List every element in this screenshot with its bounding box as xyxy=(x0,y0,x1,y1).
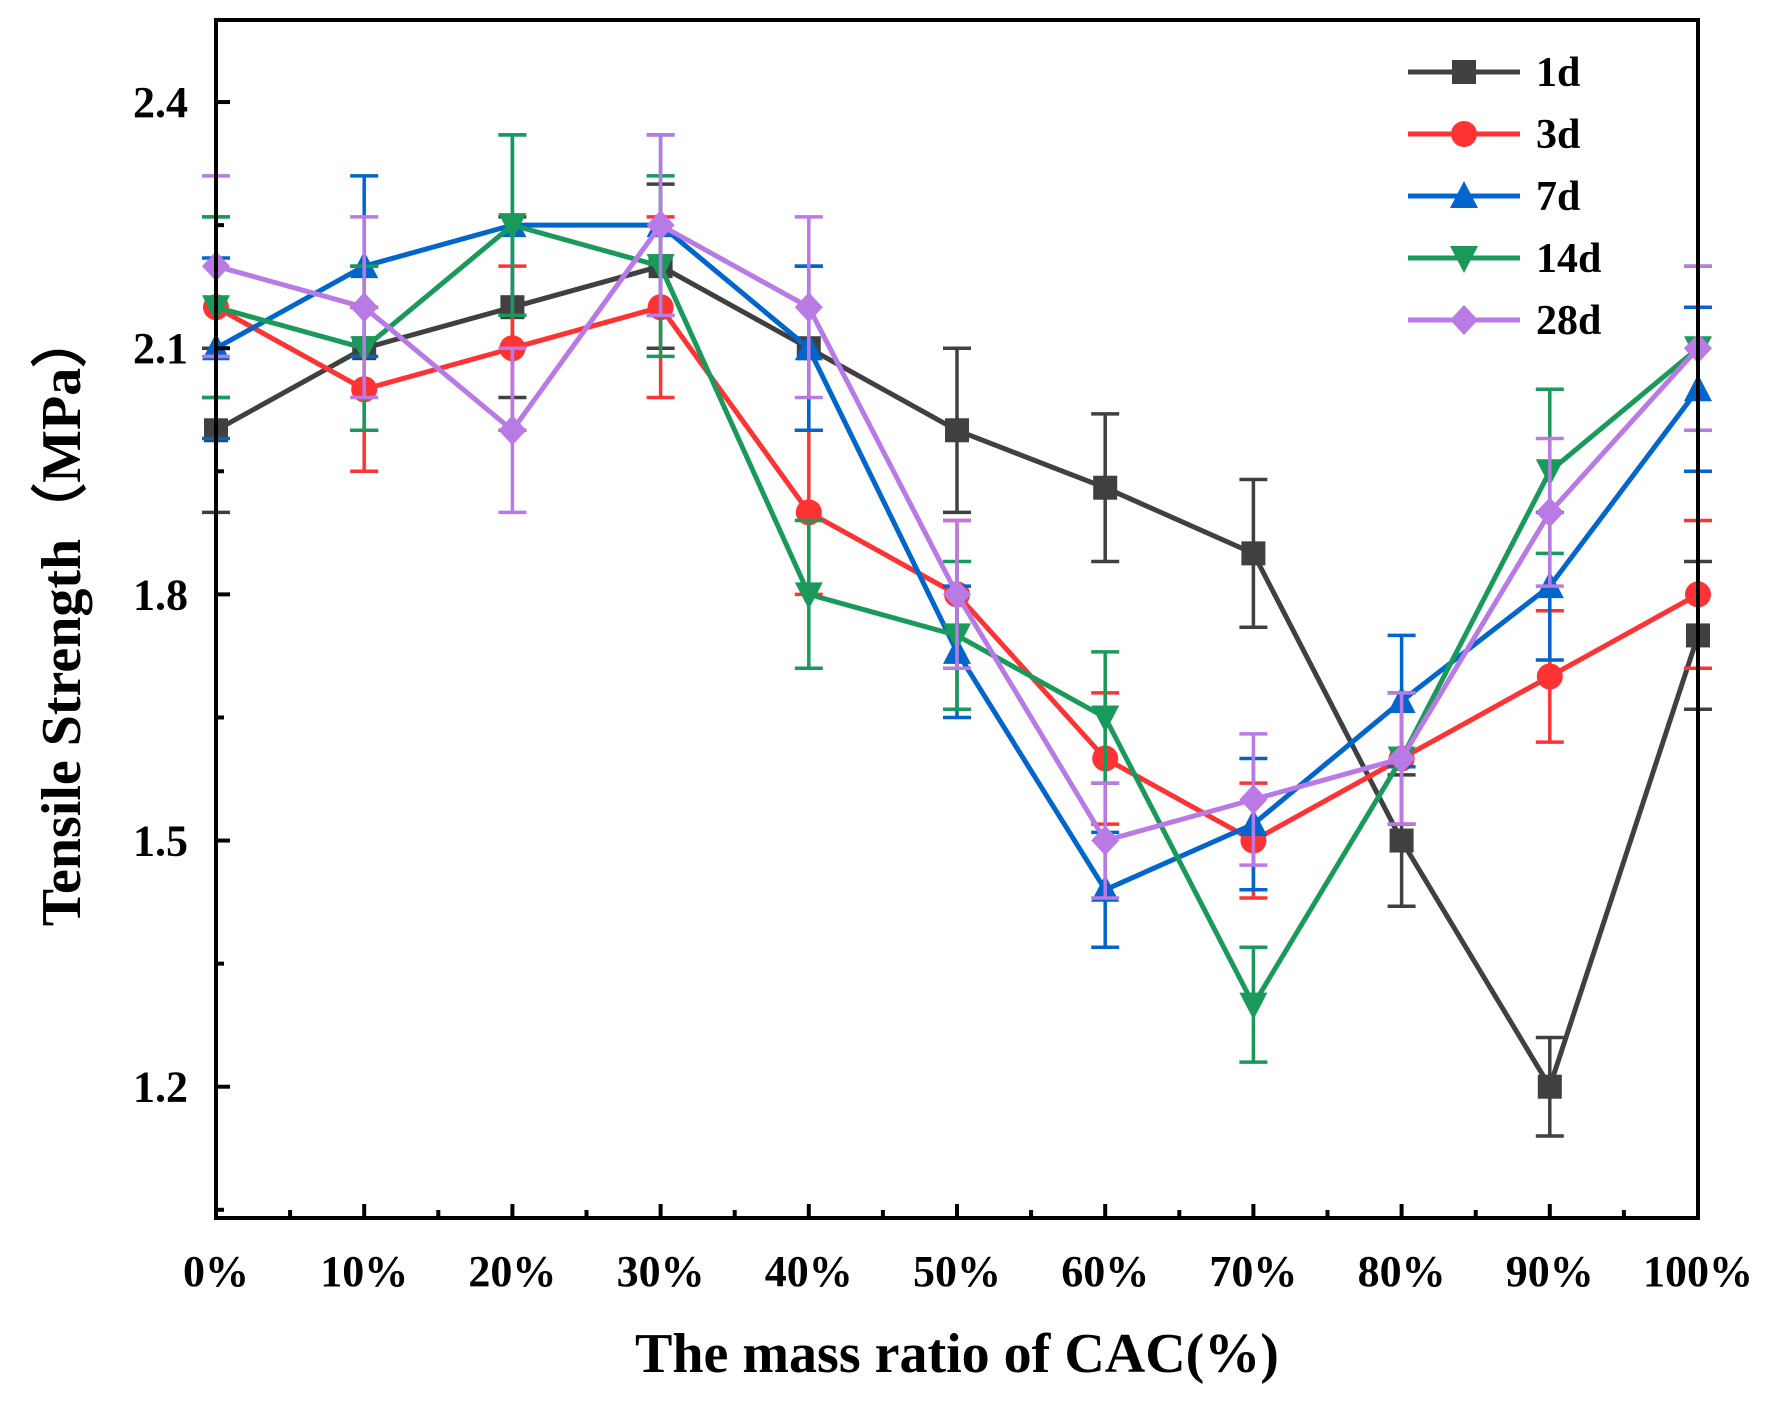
y-tick-label: 2.4 xyxy=(133,78,188,127)
legend-label: 14d xyxy=(1536,236,1601,282)
y-tick-label: 1.8 xyxy=(133,570,188,619)
x-tick-label: 0% xyxy=(183,1247,249,1296)
legend-label: 28d xyxy=(1536,298,1601,344)
data-point-1d-60% xyxy=(1093,475,1118,500)
x-tick-label: 30% xyxy=(617,1247,705,1296)
data-point-3d-90% xyxy=(1536,663,1563,690)
data-point-1d-90% xyxy=(1537,1074,1562,1099)
series-28d xyxy=(202,133,1712,900)
legend-entry-3d: 3d xyxy=(1408,112,1580,158)
x-tick-label: 100% xyxy=(1643,1247,1753,1296)
x-tick-label: 70% xyxy=(1209,1247,1297,1296)
legend-entry-14d: 14d xyxy=(1408,236,1601,282)
x-tick-label: 10% xyxy=(320,1247,408,1296)
data-point-14d-40% xyxy=(794,582,823,610)
data-point-28d-70% xyxy=(1239,784,1268,815)
x-tick-label: 20% xyxy=(468,1247,556,1296)
legend-marker xyxy=(1450,181,1478,208)
legend-label: 1d xyxy=(1536,50,1580,96)
legend-marker xyxy=(1450,305,1478,335)
legend-label: 7d xyxy=(1536,174,1580,220)
x-tick-label: 50% xyxy=(913,1247,1001,1296)
data-point-28d-60% xyxy=(1091,825,1120,856)
y-axis-title: Tensile Strength（MPa） xyxy=(30,312,93,926)
legend-marker xyxy=(1451,121,1477,147)
legend: 1d 3d 7d 14d 28d xyxy=(1408,50,1601,344)
data-point-1d-70% xyxy=(1241,541,1266,566)
data-point-14d-60% xyxy=(1091,705,1120,733)
x-tick-label: 80% xyxy=(1358,1247,1446,1296)
y-tick-label: 2.1 xyxy=(133,324,188,373)
legend-marker xyxy=(1452,60,1476,84)
data-point-14d-20% xyxy=(498,213,527,241)
data-point-1d-50% xyxy=(945,418,969,443)
data-point-28d-40% xyxy=(794,292,823,323)
data-point-28d-90% xyxy=(1535,497,1564,528)
data-point-1d-80% xyxy=(1389,828,1414,853)
x-tick-label: 60% xyxy=(1061,1247,1149,1296)
legend-marker xyxy=(1450,246,1478,273)
legend-label: 3d xyxy=(1536,112,1580,158)
x-tick-label: 40% xyxy=(765,1247,853,1296)
data-point-28d-10% xyxy=(350,292,379,323)
legend-entry-7d: 7d xyxy=(1408,174,1580,220)
legend-entry-28d: 28d xyxy=(1408,298,1601,344)
data-point-28d-20% xyxy=(498,415,527,446)
plot-area xyxy=(202,133,1712,1138)
y-tick-label: 1.2 xyxy=(133,1063,188,1112)
x-tick-label: 90% xyxy=(1506,1247,1594,1296)
legend-entry-1d: 1d xyxy=(1408,50,1580,96)
data-point-14d-70% xyxy=(1239,992,1268,1020)
data-point-28d-80% xyxy=(1387,743,1416,774)
data-point-28d-50% xyxy=(943,579,971,610)
axes: 0% 10% 20% 30% 40% 50% 60% 70% 80% 90% 100% 1.2 1.5 1… xyxy=(133,18,1753,1296)
data-point-28d-30% xyxy=(646,210,675,241)
y-tick-label: 1.5 xyxy=(133,817,188,866)
x-axis-title: The mass ratio of CAC(%) xyxy=(635,1323,1279,1385)
